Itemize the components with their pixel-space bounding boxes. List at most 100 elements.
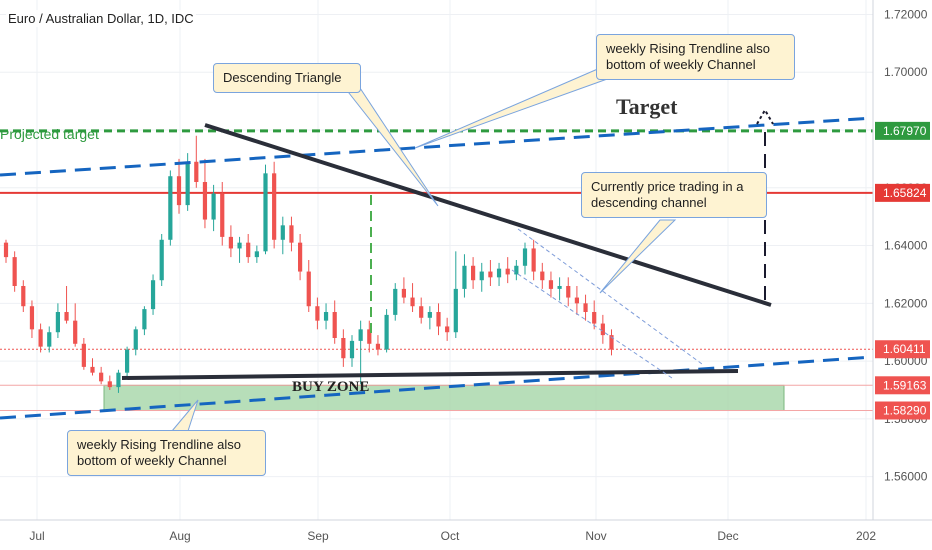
candle-body — [384, 314, 389, 350]
candle-body — [358, 329, 363, 341]
candle-body — [349, 340, 355, 359]
candle-body — [332, 312, 337, 338]
callout-weekly-trendline-top: weekly Rising Trendline also bottom of w… — [596, 34, 795, 80]
candle-body — [64, 312, 69, 321]
descending-triangle-upper — [204, 123, 772, 307]
candle-body — [583, 303, 588, 312]
candle-body — [202, 182, 208, 220]
candle-body — [479, 271, 484, 281]
candle-body — [600, 323, 605, 336]
ticker-title: Euro / Australian Dollar, 1D, IDC — [6, 10, 196, 27]
candle-body — [142, 309, 147, 330]
candle-body — [574, 297, 579, 304]
callout-pointer-triangle — [343, 87, 439, 207]
price-tag-buy-zone-bottom — [875, 401, 930, 420]
candle-body — [90, 366, 95, 373]
x-tick-label: Jul — [29, 529, 44, 543]
descending-channel-upper — [517, 228, 703, 365]
candle-body — [254, 251, 259, 258]
candle-body — [280, 225, 285, 240]
candle-body — [522, 248, 528, 266]
candle-body — [73, 320, 78, 344]
candle-body — [436, 312, 441, 327]
candle-body — [38, 329, 43, 347]
projection-arrowhead — [756, 107, 774, 125]
candle-body — [176, 176, 182, 206]
price-tag-resistance — [875, 183, 930, 202]
x-tick-label: Aug — [169, 529, 190, 543]
candle-body — [211, 193, 216, 220]
candle-body — [306, 271, 311, 307]
candle-body — [81, 343, 86, 367]
candle-body — [462, 265, 467, 289]
candle-body — [125, 349, 130, 373]
candle-body — [471, 265, 476, 281]
candle-body — [107, 381, 112, 388]
candle-body — [375, 343, 381, 350]
candle-body — [548, 280, 554, 289]
candle-body — [540, 271, 545, 281]
candle-body — [159, 239, 164, 281]
candle-body — [272, 173, 277, 240]
candle-body — [592, 312, 597, 324]
weekly-rising-trendline-lower — [0, 355, 874, 420]
candle-body — [99, 372, 104, 382]
candle-body — [367, 329, 372, 344]
candle-body — [445, 326, 450, 333]
candle-body — [315, 306, 320, 321]
candle-body — [505, 268, 510, 275]
x-tick-label: Sep — [307, 529, 329, 543]
price-tag-label: 1.67970 — [883, 124, 927, 138]
candle-body — [531, 248, 536, 272]
candle-body — [323, 312, 329, 321]
x-tick-label: Nov — [585, 529, 606, 543]
candle-body — [21, 286, 26, 307]
candle-body — [453, 288, 458, 333]
candle-body — [609, 335, 614, 350]
y-tick-label: 1.72000 — [884, 7, 928, 21]
callout-pointer-current — [599, 219, 677, 294]
candle-body — [557, 286, 562, 289]
price-tag-target — [875, 121, 930, 140]
projected-target-label: Projected target — [0, 126, 99, 142]
candle-body — [237, 242, 242, 249]
weekly-rising-trendline-upper — [0, 116, 874, 177]
price-tag-last-price — [875, 340, 930, 359]
callout-current-channel: Currently price trading in a descending … — [581, 172, 767, 218]
candle-body — [566, 286, 571, 298]
candle-body — [55, 312, 60, 333]
descending-triangle-base — [121, 369, 739, 380]
price-tag-label: 1.59163 — [883, 378, 927, 392]
y-tick-label: 1.64000 — [884, 239, 928, 253]
candle-body — [514, 265, 519, 275]
callout-descending-triangle: Descending Triangle — [213, 63, 361, 93]
candle-body — [194, 161, 199, 182]
candle-body — [228, 236, 233, 249]
candle-body — [401, 288, 406, 298]
price-tag-label: 1.65824 — [883, 186, 927, 200]
y-tick-label: 1.62000 — [884, 296, 928, 310]
target-label: Target — [616, 94, 678, 119]
candle-body — [298, 242, 303, 272]
candle-body — [133, 329, 138, 350]
y-tick-label: 1.56000 — [884, 470, 928, 484]
candle-body — [410, 297, 415, 307]
candle-body — [488, 271, 493, 278]
candle-body — [185, 161, 190, 206]
price-tag-buy-zone-top — [875, 376, 930, 395]
candle-body — [12, 257, 17, 286]
candle-body — [393, 288, 398, 315]
price-tag-label: 1.58290 — [883, 404, 927, 418]
candle-body — [116, 372, 121, 388]
candle-body — [341, 338, 346, 359]
x-tick-label: Oct — [441, 529, 460, 543]
x-tick-label: Dec — [717, 529, 738, 543]
buy-zone-rect — [103, 384, 785, 412]
price-tag-label: 1.60411 — [883, 342, 926, 356]
candle-body — [246, 242, 251, 258]
candle-body — [496, 268, 502, 278]
candle-body — [427, 312, 432, 318]
price-axis-bg — [873, 0, 932, 550]
